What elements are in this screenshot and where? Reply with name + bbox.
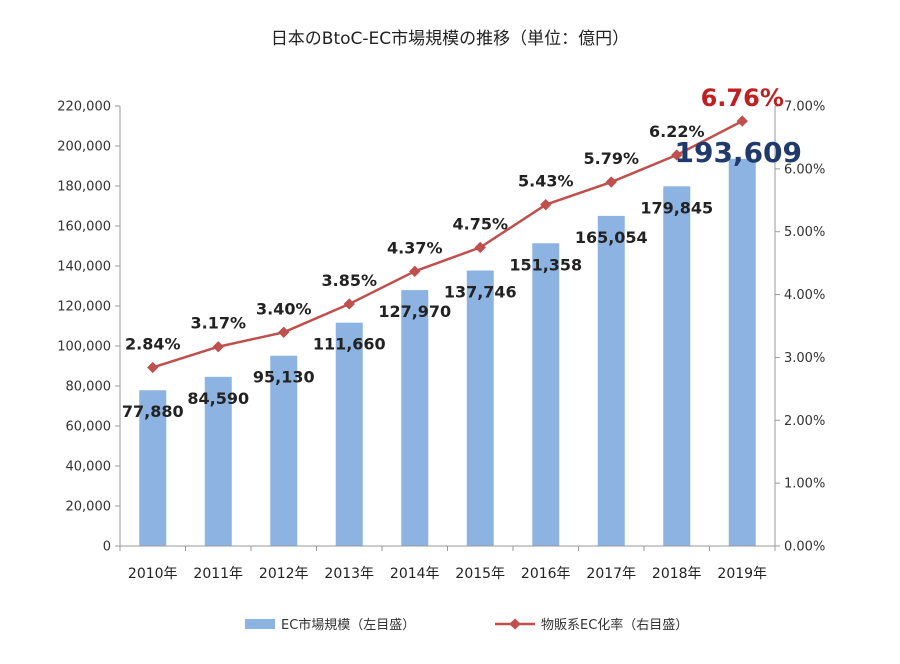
line-value-label: 5.79% [583,149,639,168]
y-left-tick-label: 80,000 [66,380,112,395]
bar-value-label: 151,358 [509,255,582,274]
x-tick-label: 2011年 [193,566,243,582]
y-right-tick-label: 4.00% [784,288,825,303]
line-point [212,341,224,353]
axes-layer: 0 20,000 40,000 60,000 80,000 100,000 120,000 1… [57,100,825,583]
bar-value-label: 179,845 [640,198,713,217]
x-tick-label: 2018年 [652,566,702,582]
y-right-tick-label: 3.00% [784,351,825,366]
legend-bar-label: EC市場規模（左目盛） [281,617,415,633]
bar [139,390,167,546]
x-tick-label: 2012年 [259,566,309,582]
bar [597,215,625,546]
line-series [152,119,743,369]
y-left-tick-label: 0 [103,540,111,555]
y-right-tick-label: 1.00% [784,477,825,492]
line-value-label: 3.85% [321,271,377,290]
line-point [474,241,486,254]
bar [270,355,298,546]
line-point [343,298,355,310]
line-point [278,326,290,338]
bar [728,158,756,547]
y-right-tick-label: 2.00% [784,414,825,429]
y-right-tick-label: 6.00% [784,162,825,177]
bar-value-label: 84,590 [187,389,249,408]
bar [466,270,494,546]
y-right-tick-label: 5.00% [784,225,825,240]
line-point [409,265,421,277]
x-tick-label: 2017年 [586,566,636,582]
x-tick-label: 2016年 [521,566,571,582]
line-layer [147,115,748,374]
bar-value-label: 111,660 [313,335,386,354]
bar-value-label: 95,130 [253,368,315,387]
bar-value-label-highlight: 193,609 [674,136,802,169]
line-point [540,199,552,211]
x-tick-label: 2014年 [390,566,440,582]
y-left-tick-label: 180,000 [57,180,111,195]
y-left-tick-label: 100,000 [57,340,111,355]
bar-value-label: 127,970 [378,302,451,321]
x-tick-label: 2019年 [717,566,767,582]
x-tick-label: 2013年 [324,566,374,582]
bar [401,290,429,546]
line-point [147,361,159,374]
y-left-tick-label: 200,000 [57,140,111,155]
line-value-label: 2.84% [125,334,181,353]
bar-value-label: 137,746 [444,283,517,302]
line-point [671,149,683,161]
bars-layer [139,158,756,547]
line-value-label: 3.17% [190,314,246,333]
y-left-tick-label: 20,000 [66,500,112,515]
line-value-label: 5.43% [518,172,574,191]
y-right-tick-label: 0.00% [784,540,825,555]
bar-value-label: 77,880 [122,402,184,421]
y-left-tick-label: 60,000 [66,420,112,435]
line-value-label: 4.37% [387,238,443,257]
legend: EC市場規模（左目盛） 物販系EC化率（右目盛） [245,617,688,633]
line-point [736,115,748,127]
legend-line-marker [509,618,521,630]
x-tick-label: 2015年 [455,566,505,582]
bar [335,322,363,546]
legend-line-label: 物販系EC化率（右目盛） [541,617,688,633]
bar [663,186,691,546]
y-left-tick-label: 120,000 [57,300,111,315]
bar-value-label: 165,054 [575,228,648,247]
line-value-label: 3.40% [256,299,312,318]
bar [204,376,232,546]
x-tick-label: 2010年 [128,566,178,582]
y-right-tick-label: 7.00% [784,100,825,115]
line-value-label: 6.22% [649,122,705,141]
bar [532,243,560,546]
y-left-tick-label: 40,000 [66,460,112,475]
legend-bar-swatch [245,619,275,629]
line-value-label-highlight: 6.76% [701,84,784,112]
line-point [605,176,617,188]
y-left-tick-label: 160,000 [57,220,111,235]
line-value-label: 4.75% [452,214,508,233]
y-left-tick-label: 220,000 [57,100,111,115]
chart-title: 日本のBtoC-EC市場規模の推移（単位：億円） [271,29,629,49]
y-left-tick-label: 140,000 [57,260,111,275]
